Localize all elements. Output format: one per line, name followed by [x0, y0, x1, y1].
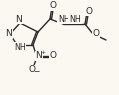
Text: N: N: [6, 30, 12, 38]
Text: −: −: [33, 68, 40, 76]
Text: N: N: [16, 15, 22, 23]
Text: NH: NH: [69, 15, 81, 23]
Text: +: +: [40, 51, 45, 55]
Text: O: O: [50, 51, 57, 61]
Text: O: O: [92, 28, 99, 38]
Text: NH: NH: [58, 15, 70, 23]
Text: NH: NH: [14, 42, 26, 51]
Text: O: O: [50, 2, 57, 11]
Text: O: O: [85, 6, 92, 15]
Text: N: N: [36, 51, 42, 61]
Text: O: O: [28, 65, 35, 74]
